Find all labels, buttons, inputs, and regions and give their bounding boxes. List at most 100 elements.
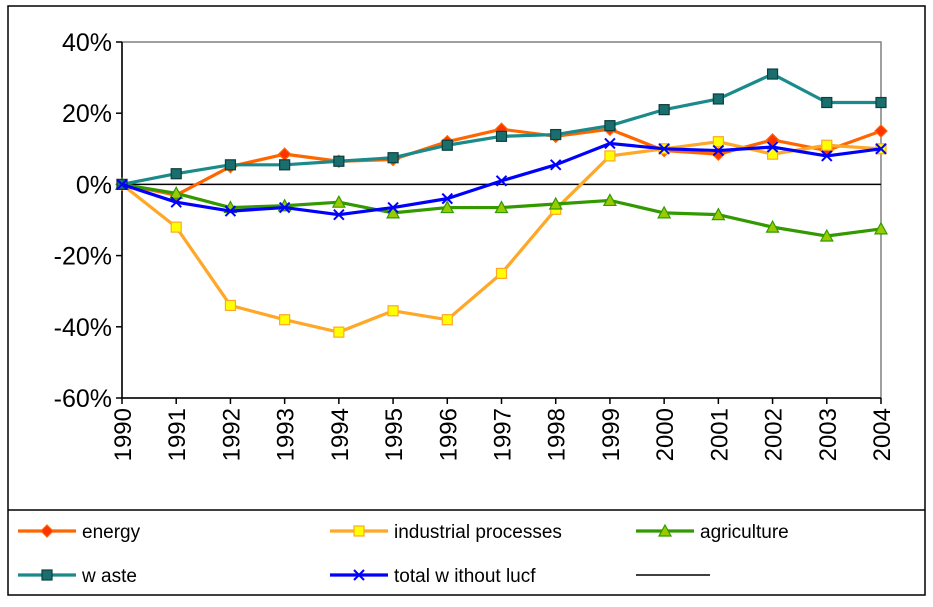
legend-swatch-marker (353, 569, 365, 581)
y-tick-label: -60% (54, 385, 112, 413)
x-marker-stroke (604, 137, 616, 150)
x-marker-stroke (821, 150, 833, 162)
x-axis: 1990 1991 1992 1993 1994 1995 1996 1997 1998 1999… (110, 397, 896, 461)
data-point (224, 299, 237, 312)
data-point (875, 96, 887, 109)
data-point (331, 194, 346, 208)
data-point (494, 200, 509, 214)
x-marker-stroke (278, 201, 291, 214)
x-marker-stroke (333, 208, 345, 221)
data-point (875, 143, 887, 155)
data-point (387, 152, 399, 164)
data-point (602, 193, 617, 207)
x-tick-label: 1994 (327, 408, 354, 461)
x-marker-stroke (550, 159, 562, 171)
x-tick-label: 1991 (164, 408, 191, 461)
x-tick-label: 1995 (381, 408, 408, 461)
data-point (495, 267, 508, 279)
data-point (874, 124, 888, 138)
x-tick-label: 2004 (869, 408, 896, 461)
data-point (604, 150, 616, 162)
data-point (440, 200, 455, 214)
data-point (658, 143, 670, 155)
data-point (169, 186, 184, 199)
x-marker-stroke (353, 569, 365, 581)
data-point (821, 150, 833, 162)
y-tick-label: 0% (76, 171, 112, 199)
legend-item: total w ithout lucf (330, 566, 536, 587)
x-marker-stroke (170, 196, 182, 208)
data-point (441, 314, 453, 326)
data-point (333, 326, 345, 338)
data-point (386, 205, 401, 219)
x-tick-label: 1996 (435, 408, 462, 461)
x-marker-stroke (441, 192, 453, 205)
y-tick-label: 40% (62, 29, 112, 57)
data-point (333, 155, 345, 167)
x-tick-label: 2001 (706, 408, 733, 461)
data-point (657, 205, 672, 219)
data-point (224, 205, 237, 217)
data-point (712, 93, 724, 105)
x-tick-label: 2003 (815, 408, 842, 461)
data-point (333, 208, 345, 221)
legend-label: total w ithout lucf (394, 566, 536, 587)
x-marker-stroke (766, 141, 779, 153)
data-point (441, 192, 453, 205)
data-point (821, 139, 833, 151)
x-tick-label: 2000 (652, 408, 679, 461)
data-point (550, 159, 562, 171)
x-tick-label: 1990 (110, 408, 137, 461)
x-marker-stroke (658, 143, 670, 155)
y-tick-label: -20% (54, 243, 112, 271)
data-point (495, 175, 508, 187)
x-tick-label: 1992 (218, 408, 245, 461)
data-point (766, 68, 779, 80)
data-point (766, 141, 779, 153)
data-point (170, 196, 182, 208)
legend-label: w aste (81, 566, 137, 587)
legend: energy industrial processes agriculture w a… (18, 522, 789, 587)
data-point (548, 196, 563, 210)
series-layer (114, 68, 889, 338)
legend-swatch-marker (40, 524, 54, 538)
x-tick-label: 2002 (761, 408, 788, 461)
legend-swatch-marker (657, 523, 673, 537)
data-point (604, 137, 616, 150)
data-point (387, 201, 399, 214)
x-tick-label: 1997 (490, 408, 517, 461)
x-marker-stroke (875, 143, 887, 155)
y-tick-label: -40% (54, 314, 112, 342)
data-point (873, 221, 889, 235)
series-total-w-ithout-lucf (116, 137, 887, 221)
x-tick-label: 1998 (544, 408, 571, 461)
legend-swatch-marker (41, 569, 53, 581)
data-point (279, 159, 291, 171)
legend-item: industrial processes (330, 522, 562, 543)
data-point (278, 201, 291, 214)
x-marker-stroke (116, 178, 128, 191)
data-point (604, 120, 616, 132)
x-marker-stroke (224, 205, 237, 217)
legend-label: energy (82, 522, 141, 543)
data-point (819, 228, 834, 242)
data-point (116, 178, 128, 191)
data-point (279, 314, 291, 326)
data-point (821, 96, 833, 109)
data-point (765, 219, 780, 233)
series-w-aste (116, 68, 887, 190)
x-marker-stroke (495, 175, 508, 187)
legend-item: energy (18, 522, 141, 543)
x-tick-label: 1999 (598, 408, 625, 461)
y-axis: 40% 20% 0% -20% -40% -60% (54, 29, 123, 413)
chart-area-border (7, 5, 926, 596)
legend-swatch-marker (353, 525, 365, 537)
x-marker-stroke (712, 144, 725, 157)
data-point (712, 136, 724, 148)
data-point (441, 139, 453, 151)
series-agriculture (114, 177, 889, 242)
data-point (550, 128, 562, 141)
legend-item: w aste (18, 566, 137, 587)
